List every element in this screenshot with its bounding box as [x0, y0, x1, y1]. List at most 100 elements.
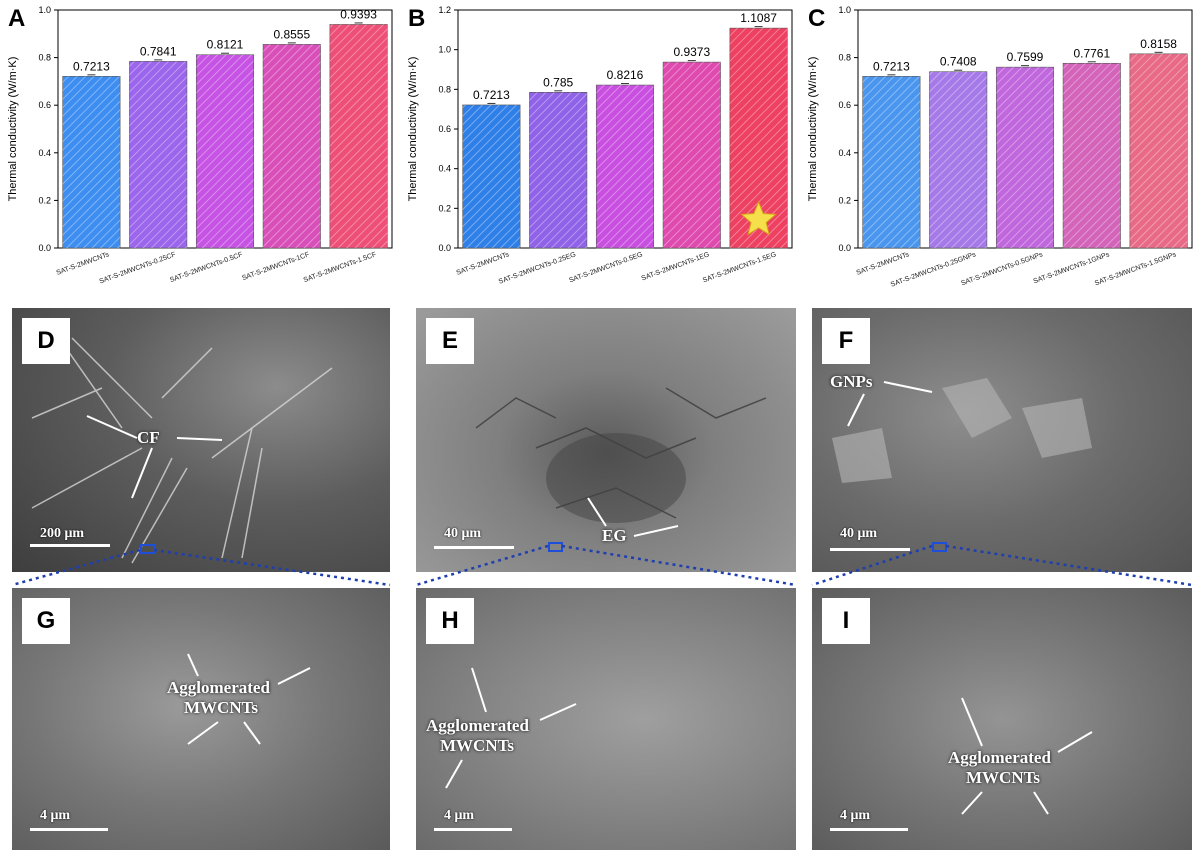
panel-letter: G — [22, 598, 70, 644]
bar-value-label: 0.7408 — [940, 55, 977, 69]
panel-letter: H — [426, 598, 474, 644]
category-label: SAT-S-2MWCNTs-0.5EG — [568, 251, 643, 284]
bar-hatch — [663, 62, 721, 248]
bar-hatch — [862, 76, 921, 248]
category-label: SAT-S-2MWCNTs-1EG — [641, 251, 711, 282]
y-tick-label: 0.4 — [838, 148, 851, 158]
category-label: SAT-S-2MWCNTs — [856, 251, 911, 277]
category-label: SAT-S-2MWCNTs — [456, 251, 511, 277]
scale-bar — [30, 828, 108, 831]
annotation-label: MWCNTs — [184, 698, 258, 717]
panel-letter: B — [408, 5, 425, 32]
chart-svg: B 0.0 0.2 0.4 0.6 0.8 1.0 1.2 Thermal conductivi… — [407, 5, 793, 286]
y-axis-label: Thermal conductivity (W/m·K) — [7, 57, 19, 202]
annotation-label: EG — [602, 526, 627, 545]
bar-value-label: 0.785 — [543, 75, 573, 89]
y-tick-label: 0.6 — [838, 100, 851, 110]
bar-value-label: 0.7213 — [73, 59, 110, 73]
y-tick-label: 1.0 — [438, 45, 451, 55]
bar-hatch — [196, 54, 254, 248]
bar-hatch — [329, 24, 388, 249]
y-tick-label: 0.6 — [438, 124, 451, 134]
scale-label: 4 μm — [840, 808, 871, 823]
y-tick-label: 0.4 — [438, 164, 451, 174]
bar-value-label: 0.8158 — [1140, 37, 1177, 51]
bar-value-label: 0.9373 — [673, 45, 710, 59]
y-axis-label: Thermal conductivity (W/m·K) — [407, 57, 419, 202]
micrograph-h: H Agglomerated MWCNTs 4 μm — [416, 588, 796, 850]
annotation-label: CF — [137, 428, 160, 447]
chart-svg: A 0.0 0.2 0.4 0.6 0.8 1.0 Thermal conductivity … — [7, 5, 393, 286]
category-label: SAT-S-2MWCNTs-0.25EG — [498, 251, 577, 285]
bar-value-label: 0.7599 — [1007, 50, 1044, 64]
panel-letter: I — [822, 598, 870, 644]
bar-value-label: 0.9393 — [340, 7, 377, 21]
scale-label: 4 μm — [40, 808, 71, 823]
y-tick-label: 0.4 — [38, 148, 51, 158]
y-axis-label: Thermal conductivity (W/m·K) — [807, 57, 819, 202]
y-tick-label: 0.8 — [838, 53, 851, 63]
scale-bar — [434, 546, 514, 549]
scale-label: 40 μm — [444, 526, 482, 541]
bar-hatch — [596, 85, 654, 248]
category-label: SAT-S-2MWCNTs-0.25CF — [99, 251, 177, 285]
bar-value-label: 0.7213 — [473, 88, 510, 102]
panel-letter: D — [22, 318, 70, 364]
scale-label: 4 μm — [444, 808, 475, 823]
y-tick-label: 1.0 — [838, 5, 851, 15]
bar-hatch — [462, 104, 521, 248]
panel-letter: F — [822, 318, 870, 364]
y-tick-label: 0.2 — [438, 203, 451, 213]
bar-value-label: 0.7761 — [1073, 46, 1110, 60]
scale-bar — [434, 828, 512, 831]
bar-value-label: 0.7213 — [873, 59, 910, 73]
chart-b: B 0.0 0.2 0.4 0.6 0.8 1.0 1.2 Thermal conductivi… — [400, 0, 800, 305]
y-tick-label: 1.2 — [438, 5, 451, 15]
bar-hatch — [129, 61, 187, 248]
bar-value-label: 0.7841 — [140, 44, 177, 58]
bar-hatch — [529, 92, 587, 248]
panel-letter: C — [808, 5, 825, 32]
panel-letter: A — [8, 5, 25, 32]
annotation-label: Agglomerated — [167, 678, 270, 697]
bar-value-label: 1.1087 — [740, 11, 777, 25]
category-label: SAT-S-2MWCNTs — [56, 251, 111, 277]
bar-value-label: 0.8216 — [607, 68, 644, 82]
bar-hatch — [929, 71, 987, 248]
bar-hatch — [1129, 53, 1188, 248]
panel-letter: E — [426, 318, 474, 364]
chart-svg: C 0.0 0.2 0.4 0.6 0.8 1.0 Thermal conductivity … — [807, 5, 1193, 289]
annotation-label: Agglomerated — [426, 716, 529, 735]
chart-a: A 0.0 0.2 0.4 0.6 0.8 1.0 Thermal conductivity … — [0, 0, 400, 305]
zoom-marker — [932, 542, 947, 552]
scale-bar — [830, 828, 908, 831]
y-tick-label: 0.2 — [38, 195, 51, 205]
category-label: SAT-S-2MWCNTs-0.5CF — [169, 251, 244, 284]
category-label: SAT-S-2MWCNTs-1CF — [241, 251, 310, 282]
y-tick-label: 1.0 — [38, 5, 51, 15]
crack-texture — [475, 387, 767, 523]
micrograph-d: D CF 200 μm — [12, 308, 390, 572]
flake-texture — [832, 378, 1092, 483]
category-label: SAT-S-2MWCNTs-1.5EG — [702, 251, 777, 284]
annotation-label: Agglomerated — [948, 748, 1051, 767]
y-tick-label: 0.2 — [838, 195, 851, 205]
star-icon — [740, 200, 777, 236]
scale-label: 200 μm — [40, 526, 85, 541]
chart-c: C 0.0 0.2 0.4 0.6 0.8 1.0 Thermal conductivity … — [800, 0, 1200, 305]
bar-value-label: 0.8555 — [273, 27, 310, 41]
y-tick-label: 0.6 — [38, 100, 51, 110]
y-tick-label: 0.0 — [838, 243, 851, 253]
scale-bar — [830, 548, 910, 551]
annotation-label: MWCNTs — [966, 768, 1040, 787]
micrograph-e: E EG 40 μm — [416, 308, 796, 572]
y-tick-label: 0.8 — [438, 84, 451, 94]
zoom-marker — [548, 542, 563, 552]
zoom-marker — [140, 544, 155, 554]
bar-value-label: 0.8121 — [207, 38, 244, 52]
micrograph-g: G Agglomerated MWCNTs 4 μm — [12, 588, 390, 850]
bar-hatch — [996, 67, 1054, 248]
bar-hatch — [1063, 63, 1121, 248]
scale-bar — [30, 544, 110, 547]
bar-hatch — [62, 76, 121, 248]
